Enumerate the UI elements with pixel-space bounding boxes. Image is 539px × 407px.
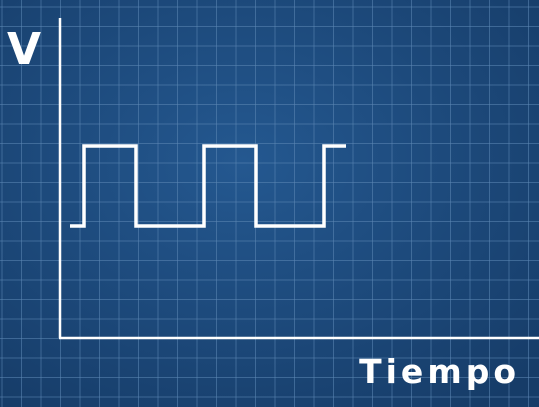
axes bbox=[58, 18, 539, 340]
y-axis-label: V bbox=[7, 24, 41, 75]
x-axis-label: Tiempo bbox=[359, 352, 520, 391]
series-layer bbox=[70, 144, 346, 228]
square-wave-line bbox=[70, 144, 346, 228]
